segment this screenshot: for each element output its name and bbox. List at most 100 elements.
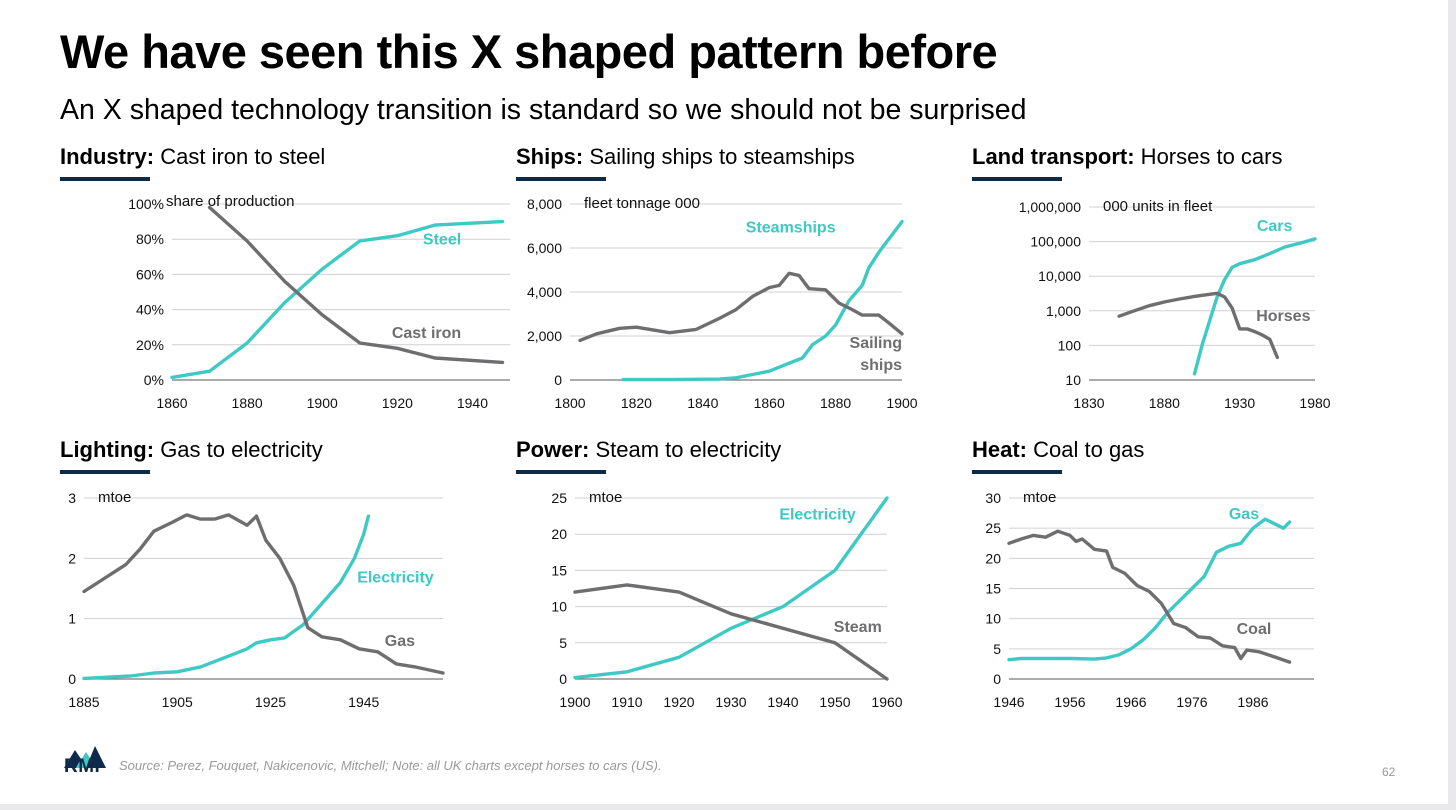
y-tick-label: 4,000 bbox=[527, 284, 562, 300]
slide-frame-right bbox=[1448, 0, 1456, 810]
x-tick-label: 1800 bbox=[554, 395, 585, 411]
chart-panel: Ships: Sailing ships to steamships 0 2,000… bbox=[516, 144, 936, 419]
chart-panel: Heat: Coal to gas 0 5 10 15 20 25 30 1946 1956 196… bbox=[972, 437, 1392, 712]
x-tick-label: 1900 bbox=[886, 395, 917, 411]
series-line-gas bbox=[1007, 517, 1292, 662]
y-tick-label: 8,000 bbox=[527, 196, 562, 212]
series-line-horses bbox=[1117, 291, 1279, 360]
heading-underline bbox=[516, 470, 606, 474]
series-label: Sailing bbox=[850, 335, 902, 352]
x-tick-label: 1940 bbox=[457, 395, 488, 411]
x-tick-label: 1956 bbox=[1054, 694, 1085, 710]
series-label: Electricity bbox=[779, 507, 856, 524]
y-tick-label: 0 bbox=[554, 372, 562, 388]
unit-label: mtoe bbox=[98, 489, 131, 506]
series-label: Coal bbox=[1237, 621, 1272, 638]
line-chart: 0 1 2 3 1885 1905 1925 1945 mtoe Electricity Gas bbox=[68, 489, 445, 710]
x-tick-label: 1945 bbox=[348, 694, 379, 710]
series-label: Horses bbox=[1256, 308, 1310, 325]
series-label: ships bbox=[860, 357, 902, 374]
unit-label: mtoe bbox=[1023, 489, 1056, 506]
x-tick-label: 1900 bbox=[307, 395, 338, 411]
series-line-sailing-ships bbox=[578, 271, 904, 343]
chart-heading-text: Coal to gas bbox=[1027, 437, 1145, 462]
y-tick-label: 10 bbox=[551, 599, 567, 615]
x-tick-label: 1905 bbox=[162, 694, 193, 710]
y-tick-label: 5 bbox=[559, 635, 567, 651]
unit-label: share of production bbox=[166, 193, 294, 210]
y-tick-label: 0% bbox=[144, 372, 164, 388]
y-tick-label: 3 bbox=[68, 490, 76, 506]
slide-subtitle: An X shaped technology transition is sta… bbox=[60, 94, 1027, 126]
y-tick-label: 1,000 bbox=[1046, 303, 1081, 319]
x-tick-label: 1840 bbox=[687, 395, 718, 411]
y-tick-label: 30 bbox=[985, 490, 1001, 506]
unit-label: mtoe bbox=[589, 489, 622, 506]
line-chart: 10 100 1,000 10,000 100,000 1,000,000 1830 1880… bbox=[1019, 198, 1331, 411]
x-tick-label: 1910 bbox=[611, 694, 642, 710]
unit-label: 000 units in fleet bbox=[1103, 198, 1213, 215]
y-tick-label: 25 bbox=[985, 520, 1001, 536]
line-chart: 0% 20% 40% 60% 80% 100% 1860 1880 1900 1920 1940 sh… bbox=[128, 193, 510, 411]
y-tick-label: 2 bbox=[68, 550, 76, 566]
x-tick-label: 1980 bbox=[1299, 395, 1330, 411]
x-tick-label: 1976 bbox=[1176, 694, 1207, 710]
series-label: Steam bbox=[834, 619, 882, 636]
x-tick-label: 1960 bbox=[871, 694, 902, 710]
x-tick-label: 1880 bbox=[820, 395, 851, 411]
source-note: Source: Perez, Fouquet, Nakicenovic, Mit… bbox=[119, 758, 662, 773]
x-tick-label: 1880 bbox=[232, 395, 263, 411]
y-tick-label: 1,000,000 bbox=[1019, 199, 1081, 215]
x-tick-label: 1920 bbox=[382, 395, 413, 411]
x-tick-label: 1900 bbox=[559, 694, 590, 710]
series-line-gas bbox=[82, 513, 445, 675]
x-tick-label: 1880 bbox=[1149, 395, 1180, 411]
y-tick-label: 20 bbox=[551, 526, 567, 542]
series-label: Steel bbox=[423, 231, 461, 248]
rmi-logo-icon bbox=[64, 746, 106, 768]
x-tick-label: 1830 bbox=[1073, 395, 1104, 411]
series-label: Gas bbox=[1229, 506, 1259, 523]
y-tick-label: 0 bbox=[68, 671, 76, 687]
chart-panel: Power: Steam to electricity 0 5 10 15 20 25 190… bbox=[516, 437, 936, 712]
line-chart: 0 2,000 4,000 6,000 8,000 1800 1820 1840 1860 188… bbox=[527, 195, 918, 411]
y-tick-label: 100 bbox=[1058, 337, 1082, 353]
heading-underline bbox=[516, 177, 606, 181]
y-tick-label: 1 bbox=[68, 611, 76, 627]
heading-underline bbox=[972, 470, 1062, 474]
y-tick-label: 20 bbox=[985, 550, 1001, 566]
y-tick-label: 10 bbox=[1065, 372, 1081, 388]
chart-heading: Power: Steam to electricity bbox=[516, 437, 781, 463]
line-chart: 0 5 10 15 20 25 1900 1910 1920 1930 1940 1950 1960 mt… bbox=[551, 489, 902, 710]
series-line-steel bbox=[170, 219, 505, 380]
series-line-cast-iron bbox=[207, 205, 505, 365]
chart-heading-bold: Lighting: bbox=[60, 437, 155, 462]
y-tick-label: 100,000 bbox=[1030, 234, 1081, 250]
line-chart: 0 5 10 15 20 25 30 1946 1956 1966 1976 1986 mtoe Gas C… bbox=[985, 489, 1314, 710]
rmi-logo-text: RMI bbox=[64, 756, 101, 777]
y-tick-label: 20% bbox=[136, 337, 164, 353]
y-tick-label: 25 bbox=[551, 490, 567, 506]
y-tick-label: 0 bbox=[993, 671, 1001, 687]
series-line-coal bbox=[1007, 529, 1292, 664]
chart-heading-text: Sailing ships to steamships bbox=[583, 144, 855, 169]
y-tick-label: 5 bbox=[993, 641, 1001, 657]
x-tick-label: 1860 bbox=[156, 395, 187, 411]
series-line-cars bbox=[1192, 237, 1317, 376]
series-label: Steamships bbox=[746, 220, 836, 237]
y-tick-label: 0 bbox=[559, 671, 567, 687]
chart-heading-bold: Power: bbox=[516, 437, 590, 462]
series-line-steamships bbox=[621, 219, 904, 382]
x-tick-label: 1860 bbox=[754, 395, 785, 411]
y-tick-label: 15 bbox=[985, 581, 1001, 597]
heading-underline bbox=[60, 470, 150, 474]
chart-heading: Land transport: Horses to cars bbox=[972, 144, 1283, 170]
x-tick-label: 1920 bbox=[663, 694, 694, 710]
chart-heading-bold: Ships: bbox=[516, 144, 584, 169]
y-tick-label: 100% bbox=[128, 196, 164, 212]
x-tick-label: 1925 bbox=[255, 694, 286, 710]
chart-heading-text: Gas to electricity bbox=[154, 437, 323, 462]
chart-panel: Lighting: Gas to electricity 0 1 2 3 1885 1905… bbox=[60, 437, 480, 712]
series-line-electricity bbox=[573, 496, 889, 680]
y-tick-label: 60% bbox=[136, 266, 164, 282]
